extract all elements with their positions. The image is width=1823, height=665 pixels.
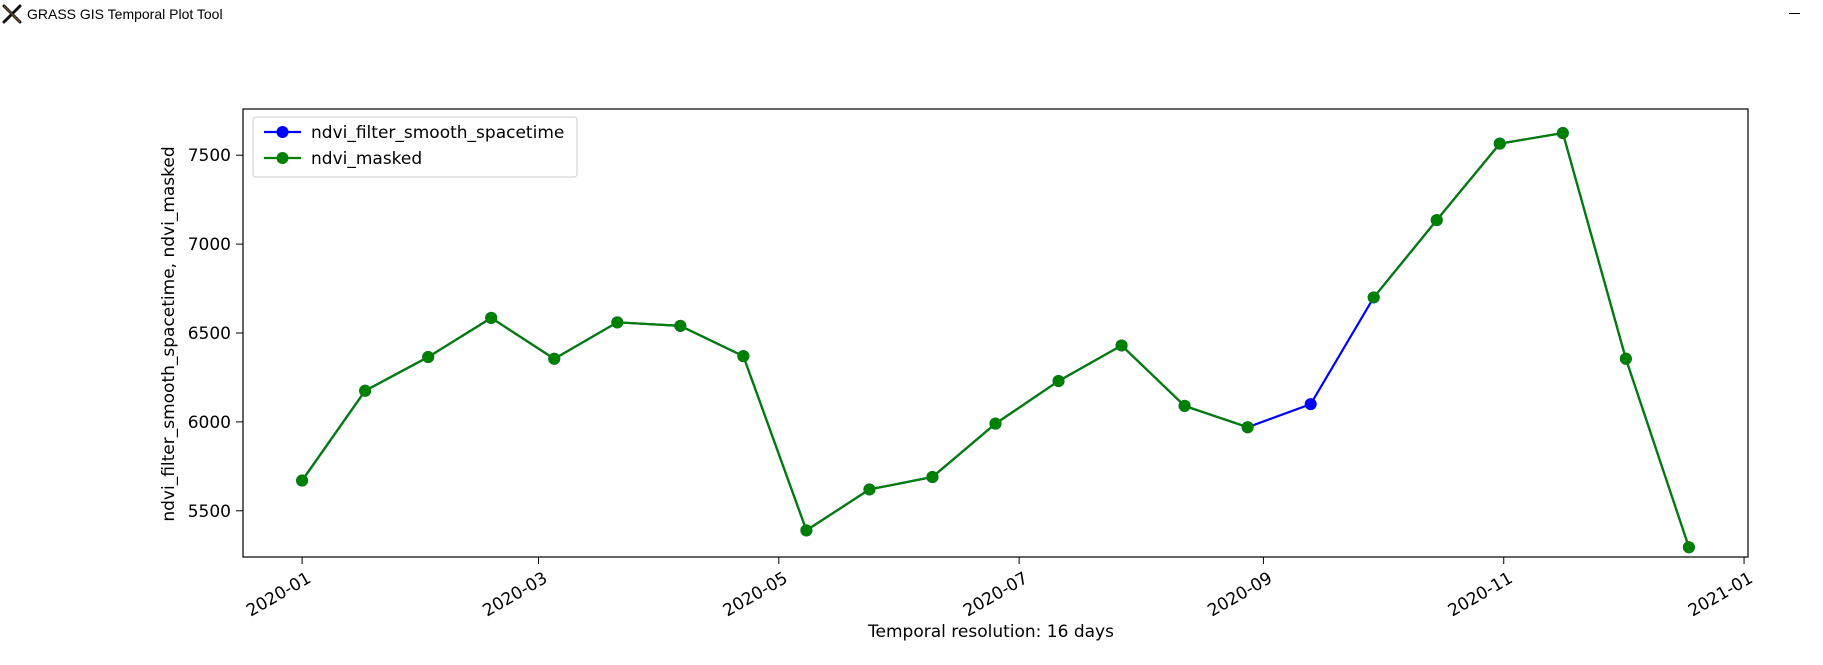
data-point bbox=[296, 474, 309, 487]
x-tick-label: 2021-01 bbox=[1685, 568, 1757, 621]
series-line bbox=[301, 316, 1248, 533]
x-tick-label: 2020-07 bbox=[960, 568, 1032, 621]
y-tick-label: 7000 bbox=[188, 235, 231, 255]
data-point bbox=[737, 350, 750, 363]
legend-box bbox=[252, 116, 578, 178]
data-point bbox=[863, 483, 876, 496]
data-point bbox=[926, 471, 939, 483]
data-point bbox=[485, 311, 498, 324]
legend: ndvi_filter_smooth_spacetime ndvi_masked bbox=[252, 116, 578, 178]
x-tick-label: 2020-05 bbox=[720, 568, 792, 621]
grass-gis-x-icon bbox=[2, 4, 22, 24]
data-point bbox=[989, 417, 1002, 430]
series-layer bbox=[296, 127, 1695, 554]
series-line bbox=[301, 131, 1690, 548]
y-axis: 5500 6000 6500 7000 7500 bbox=[188, 146, 243, 522]
window-titlebar: GRASS GIS Temporal Plot Tool bbox=[0, 0, 1823, 30]
x-axis: 2020-01 2020-03 2020-05 2020-07 2020-09 2020-… bbox=[243, 557, 1757, 621]
data-point bbox=[1430, 214, 1443, 227]
data-point bbox=[1619, 352, 1632, 365]
series-line bbox=[1372, 131, 1690, 548]
data-point bbox=[422, 351, 435, 363]
data-point bbox=[1304, 398, 1317, 411]
x-axis-label: Temporal resolution: 16 days bbox=[867, 622, 1114, 642]
data-point bbox=[1682, 541, 1695, 554]
legend-label: ndvi_masked bbox=[311, 149, 422, 169]
series-ndvi_filter_smooth_spacetime bbox=[296, 127, 1695, 554]
y-tick-label: 5500 bbox=[188, 502, 231, 522]
x-tick-label: 2020-11 bbox=[1445, 568, 1517, 621]
minimize-icon bbox=[1789, 13, 1800, 14]
legend-label: ndvi_filter_smooth_spacetime bbox=[311, 123, 564, 143]
data-point bbox=[1367, 291, 1380, 304]
window-title: GRASS GIS Temporal Plot Tool bbox=[27, 6, 223, 22]
data-point bbox=[1052, 375, 1065, 387]
data-point bbox=[359, 384, 372, 397]
x-tick-label: 2020-09 bbox=[1204, 568, 1276, 621]
legend-marker bbox=[276, 126, 289, 138]
y-tick-label: 6500 bbox=[188, 324, 231, 344]
x-tick-label: 2020-01 bbox=[243, 568, 315, 621]
data-point bbox=[674, 319, 687, 332]
data-point bbox=[1241, 421, 1254, 434]
minimize-button[interactable] bbox=[1772, 2, 1818, 26]
data-point bbox=[1178, 399, 1191, 412]
y-tick-label: 7500 bbox=[188, 146, 231, 166]
series-ndvi_masked bbox=[296, 127, 1695, 554]
data-point bbox=[1493, 137, 1506, 150]
y-tick-label: 6000 bbox=[188, 413, 231, 433]
data-point bbox=[1115, 339, 1128, 352]
data-point bbox=[1556, 127, 1569, 139]
y-axis-label: ndvi_filter_smooth_spacetime, ndvi_maske… bbox=[159, 146, 179, 521]
data-point bbox=[611, 316, 624, 329]
legend-marker bbox=[276, 152, 289, 164]
x-tick-label: 2020-03 bbox=[479, 568, 551, 621]
data-point bbox=[548, 352, 561, 365]
data-point bbox=[800, 524, 813, 537]
